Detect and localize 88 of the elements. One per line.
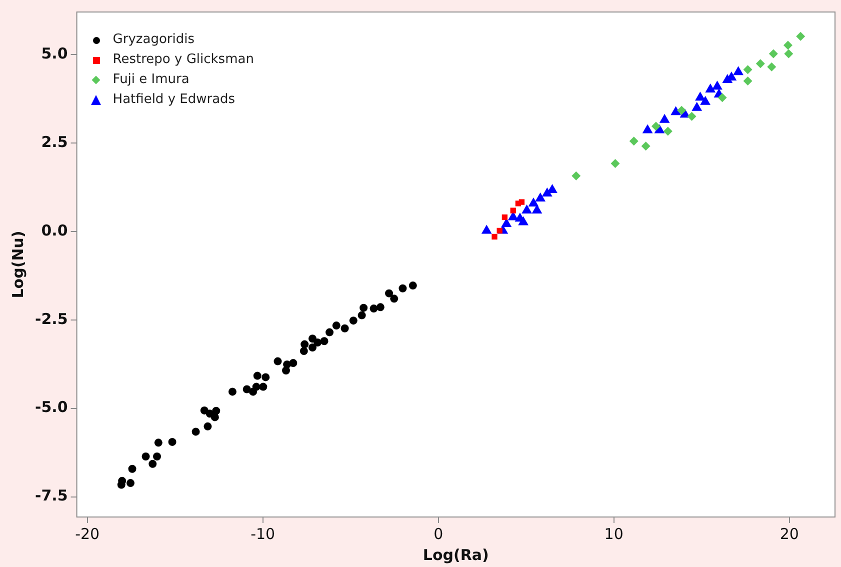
point (518, 216, 528, 226)
point (253, 372, 262, 380)
point (398, 284, 407, 292)
point (126, 479, 135, 488)
y-tick-label: 5.0 (41, 44, 68, 62)
point (535, 192, 546, 202)
point (700, 96, 710, 105)
point (796, 32, 806, 41)
point (784, 49, 794, 58)
point (712, 80, 722, 90)
point (154, 438, 162, 447)
point (300, 347, 308, 356)
point (481, 224, 492, 234)
point (767, 62, 776, 72)
point (274, 357, 282, 366)
point (642, 124, 653, 134)
point (358, 311, 366, 320)
x-tick-label: 0 (434, 524, 444, 543)
point (360, 304, 368, 312)
point (492, 234, 498, 240)
y-tick-label: 2.5 (41, 132, 68, 151)
point (783, 40, 792, 50)
point (768, 49, 778, 58)
point (385, 289, 394, 298)
point (262, 373, 270, 382)
point (314, 338, 322, 347)
point (756, 59, 765, 68)
point (349, 316, 358, 325)
point (308, 343, 317, 352)
point (522, 204, 532, 214)
legend-label: Restrepo y Glicksman (112, 51, 254, 69)
point (340, 324, 349, 332)
point (659, 114, 670, 123)
point (528, 197, 539, 206)
y-axis-title: Log(Nu) (8, 230, 27, 298)
point (651, 122, 660, 131)
point (496, 228, 502, 234)
point (252, 382, 260, 391)
point (204, 422, 212, 430)
point (705, 84, 716, 92)
point (192, 428, 200, 436)
point (718, 93, 727, 102)
point (370, 304, 378, 313)
y-tick-label: -5.0 (34, 398, 68, 416)
point (408, 282, 417, 290)
point (289, 359, 298, 368)
point (376, 303, 384, 312)
x-axis-title: Log(Ra) (422, 546, 489, 564)
y-tick-label: -2.5 (34, 310, 68, 328)
point (687, 112, 696, 121)
point (228, 388, 236, 396)
x-tick-label: -10 (250, 524, 276, 543)
legend-label: Fuji e Imura (112, 71, 190, 89)
point (670, 106, 682, 116)
legend-label: Gryzagoridis (112, 31, 194, 49)
point (142, 452, 150, 460)
point (547, 184, 558, 194)
point (326, 328, 334, 336)
point (641, 142, 650, 151)
point (692, 102, 702, 111)
point (743, 76, 752, 86)
point (629, 136, 638, 146)
point (572, 171, 581, 180)
point (332, 322, 340, 330)
point (510, 208, 516, 214)
point (148, 460, 157, 468)
point (320, 337, 328, 346)
point (168, 438, 176, 446)
x-tick-label: -20 (75, 524, 100, 543)
point (677, 106, 686, 115)
point (663, 126, 672, 136)
x-tick-label: 20 (780, 524, 799, 543)
x-tick-label: 10 (604, 524, 624, 543)
point (300, 340, 309, 348)
point (210, 413, 219, 422)
point (610, 158, 620, 168)
y-tick-label: -7.5 (34, 486, 68, 505)
point (390, 294, 398, 303)
y-tick-label: 0.0 (41, 221, 68, 240)
point (259, 382, 268, 391)
point (695, 92, 706, 101)
point (743, 65, 752, 74)
legend-label: Hatfield y Edwrads (112, 91, 236, 109)
point (128, 464, 136, 473)
point (153, 452, 162, 460)
point (733, 66, 744, 76)
point (518, 199, 525, 205)
point (502, 214, 508, 220)
